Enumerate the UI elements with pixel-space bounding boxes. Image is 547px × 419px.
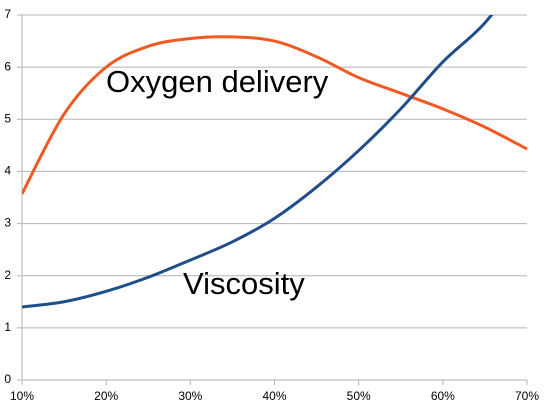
y-tick-label: 3 bbox=[4, 216, 11, 230]
y-tick-label: 4 bbox=[4, 164, 11, 178]
y-tick-label: 2 bbox=[4, 268, 11, 282]
plot-area bbox=[22, 15, 528, 309]
y-tick-label: 5 bbox=[4, 111, 11, 125]
x-tick-label: 50% bbox=[347, 389, 371, 403]
series-label: Oxygen delivery bbox=[106, 64, 329, 99]
y-tick-label: 0 bbox=[4, 372, 11, 386]
y-tick-label: 1 bbox=[4, 320, 11, 334]
line-series bbox=[22, 15, 494, 309]
x-tick-label: 70% bbox=[515, 389, 539, 403]
series-label: Viscosity bbox=[183, 266, 305, 301]
x-tick-label: 60% bbox=[431, 389, 455, 403]
y-tick-label: 7 bbox=[4, 7, 11, 21]
x-tick-label: 40% bbox=[262, 389, 286, 403]
line-series bbox=[22, 35, 528, 195]
x-tick-label: 20% bbox=[94, 389, 118, 403]
x-tick-label: 10% bbox=[10, 389, 34, 403]
y-tick-label: 6 bbox=[4, 59, 11, 73]
x-tick-label: 30% bbox=[178, 389, 202, 403]
